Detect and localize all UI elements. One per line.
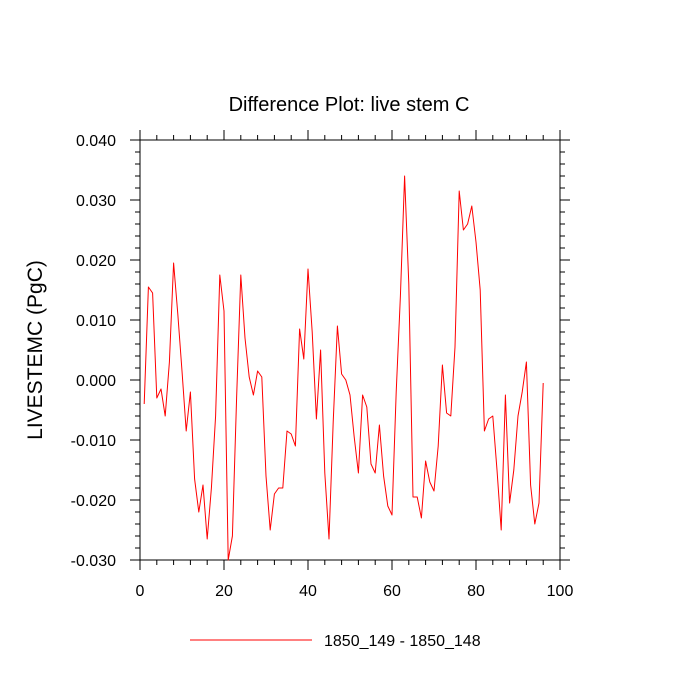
y-tick-label: -0.030 [71,553,116,570]
y-tick-label: -0.010 [71,433,116,450]
plot-frame [139,139,561,561]
x-tick-label: 60 [383,583,401,600]
plot-area: 0 20 40 60 80 100 -0.030 -0.020 -0.010 0.000 0.010… [71,130,574,600]
y-tick-label: 0.020 [76,253,116,270]
y-tick-label: 0.030 [76,193,116,210]
chart-title: Difference Plot: live stem C [229,94,470,116]
y-tick-label: 0.010 [76,313,116,330]
x-tick-label: 40 [299,583,317,600]
legend-label: 1850_149 - 1850_148 [324,633,481,650]
x-tick-label: 100 [547,583,574,600]
y-tick-label: 0.040 [76,133,116,150]
legend: 1850_149 - 1850_148 [190,633,481,650]
y-axis-label: LIVESTEMC (PgC) [24,260,47,440]
y-tick-label: -0.020 [71,493,116,510]
data-series-line [143,175,544,561]
y-tick-label: 0.000 [76,373,116,390]
x-tick-label: 20 [215,583,233,600]
x-tick-label: 0 [136,583,145,600]
x-tick-label: 80 [467,583,485,600]
